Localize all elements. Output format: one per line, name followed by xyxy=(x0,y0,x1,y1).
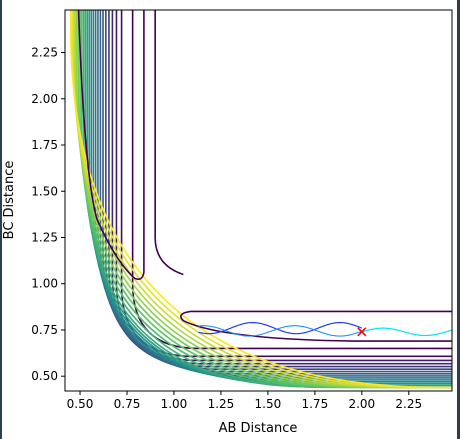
y-tick-label: 2.00 xyxy=(31,92,58,106)
y-tick-label: 1.50 xyxy=(31,184,58,198)
x-tick-label: 0.50 xyxy=(67,397,94,411)
contour-line xyxy=(81,10,452,389)
contour-line xyxy=(77,10,452,389)
start-marker xyxy=(357,327,367,337)
y-tick-label: 1.00 xyxy=(31,277,58,291)
x-tick-label: 1.50 xyxy=(255,397,282,411)
trajectory-path xyxy=(198,325,362,337)
x-tick-label: 0.75 xyxy=(114,397,141,411)
y-tick-label: 0.75 xyxy=(31,323,58,337)
x-tick-label: 1.25 xyxy=(208,397,235,411)
x-tick-label: 1.75 xyxy=(301,397,328,411)
y-tick-label: 0.50 xyxy=(31,369,58,383)
x-tick-label: 2.25 xyxy=(395,397,422,411)
x-tick-label: 2.00 xyxy=(348,397,375,411)
contour-line xyxy=(99,10,452,375)
contour-line xyxy=(131,10,452,350)
contour-line xyxy=(111,10,452,365)
contour-line xyxy=(115,10,452,362)
contour-line xyxy=(69,10,452,389)
contour-line xyxy=(77,10,145,281)
trajectory xyxy=(198,322,452,337)
contour-line xyxy=(154,10,184,276)
x-axis: 0.50 0.75 1.00 1.25 1.50 1.75 2.00 2.25 xyxy=(67,391,422,411)
contour-line xyxy=(84,10,452,388)
window-edge-right xyxy=(457,0,460,439)
x-tick-label: 1.00 xyxy=(161,397,188,411)
window-edge-left xyxy=(0,0,2,439)
x-axis-label: AB Distance xyxy=(219,421,298,436)
contour-line xyxy=(92,10,452,381)
contour-line xyxy=(120,10,452,358)
plot-frame xyxy=(64,9,453,392)
contour-line xyxy=(94,10,452,379)
y-tick-label: 2.25 xyxy=(31,46,58,60)
contour-lines xyxy=(69,10,452,389)
trajectory-tail xyxy=(361,327,452,337)
contour-line xyxy=(180,310,452,342)
y-axis: 0.50 0.75 1.00 1.25 1.50 1.75 2.00 2.25 xyxy=(31,46,65,383)
y-axis-label: BC Distance xyxy=(2,161,17,240)
y-tick-label: 1.75 xyxy=(31,138,58,152)
contour-line xyxy=(88,10,452,385)
y-tick-label: 1.25 xyxy=(31,230,58,244)
